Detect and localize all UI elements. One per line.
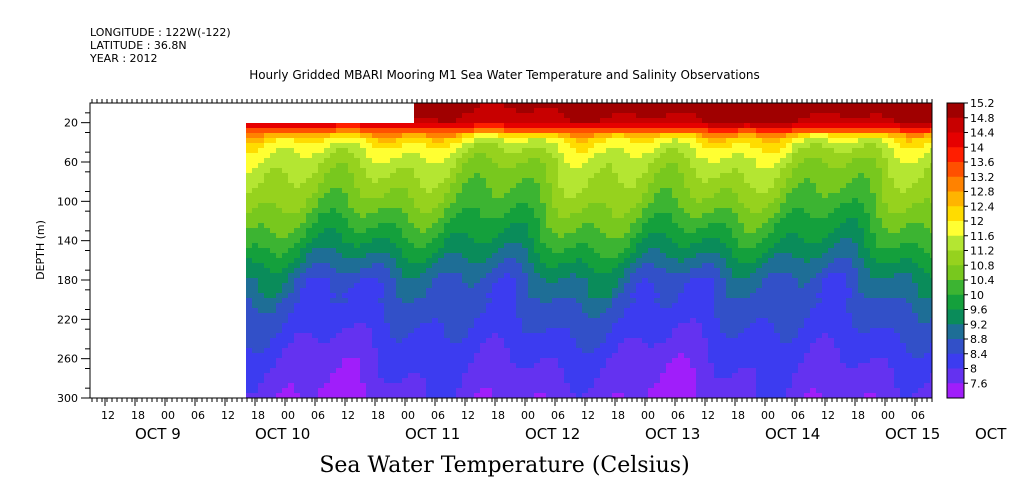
x-day-label: OCT 9: [135, 425, 181, 443]
colorbar-swatch: [947, 191, 964, 207]
x-hour-tick-label: 06: [791, 409, 805, 422]
colorbar-level-label: 11.6: [970, 230, 995, 243]
x-hour-tick-label: 00: [881, 409, 895, 422]
x-hour-tick-label: 12: [821, 409, 835, 422]
y-tick-label: 300: [57, 392, 78, 405]
colorbar-level-label: 14.8: [970, 112, 995, 125]
colorbar-level-label: 7.6: [970, 377, 988, 390]
colorbar-swatch: [947, 324, 964, 340]
x-day-label: OCT 15: [885, 425, 940, 443]
y-tick-label: 180: [57, 274, 78, 287]
x-day-label: OCT 10: [255, 425, 310, 443]
x-hour-tick-label: 00: [161, 409, 175, 422]
x-hour-tick-label: 18: [491, 409, 505, 422]
chart-title: Hourly Gridded MBARI Mooring M1 Sea Wate…: [249, 68, 760, 82]
x-day-label: OCT 16: [975, 425, 1009, 443]
colorbar-swatch: [947, 132, 964, 148]
colorbar-level-label: 8.8: [970, 333, 988, 346]
temperature-field: [246, 103, 932, 398]
colorbar-swatch: [947, 235, 964, 251]
x-day-label: OCT 11: [405, 425, 460, 443]
colorbar-swatch: [947, 221, 964, 237]
x-hour-tick-label: 06: [911, 409, 925, 422]
x-hour-tick-label: 00: [761, 409, 775, 422]
x-hour-tick-label: 00: [641, 409, 655, 422]
x-hour-tick-label: 12: [461, 409, 475, 422]
colorbar-swatch: [947, 176, 964, 192]
colorbar-swatch: [947, 309, 964, 325]
colorbar-swatch: [947, 368, 964, 384]
x-hour-tick-label: 06: [551, 409, 565, 422]
colorbar-swatch: [947, 147, 964, 163]
colorbar-level-label: 12.4: [970, 200, 995, 213]
colorbar-level-label: 13.2: [970, 171, 995, 184]
x-hour-tick-label: 06: [671, 409, 685, 422]
x-hour-tick-label: 12: [101, 409, 115, 422]
latitude-label: LATITUDE : 36.8N: [90, 39, 187, 52]
colorbar-swatch: [947, 250, 964, 266]
x-hour-tick-label: 18: [131, 409, 145, 422]
colorbar-swatch: [947, 339, 964, 355]
y-tick-label: 260: [57, 353, 78, 366]
x-hour-tick-label: 00: [521, 409, 535, 422]
longitude-label: LONGITUDE : 122W(-122): [90, 26, 231, 39]
colorbar-swatch: [947, 294, 964, 310]
y-tick-label: 20: [64, 117, 78, 130]
x-hour-tick-label: 12: [221, 409, 235, 422]
colorbar-swatch: [947, 117, 964, 133]
colorbar-level-label: 13.6: [970, 156, 995, 169]
x-day-label: OCT 12: [525, 425, 580, 443]
x-hour-tick-label: 06: [191, 409, 205, 422]
x-hour-tick-label: 12: [581, 409, 595, 422]
colorbar-swatch: [947, 162, 964, 178]
colorbar-level-label: 12.8: [970, 186, 995, 199]
y-tick-label: 60: [64, 156, 78, 169]
colorbar-level-label: 10.4: [970, 274, 995, 287]
colorbar-level-label: 8: [970, 363, 977, 376]
x-hour-tick-label: 18: [611, 409, 625, 422]
y-axis-label: DEPTH (m): [34, 220, 47, 280]
axes: 12 18 00 06 12 18 00 06 12 18 00 06 12 18 00 06 12 18 00 06…: [57, 99, 1009, 443]
colorbar-swatch: [947, 383, 964, 399]
colorbar-level-label: 15.2: [970, 97, 995, 110]
colorbar-level-label: 12: [970, 215, 984, 228]
colorbar-swatch: [947, 353, 964, 369]
colorbar-title: Sea Water Temperature (Celsius): [319, 453, 690, 478]
x-day-label: OCT 13: [645, 425, 700, 443]
x-hour-tick-label: 12: [701, 409, 715, 422]
x-hour-tick-label: 06: [311, 409, 325, 422]
colorbar-level-label: 9.2: [970, 318, 988, 331]
colorbar-swatch: [947, 103, 964, 119]
colorbar: 15.2 14.8 14.414 13.6 13.2 12.812.4 12 11.6 11.2…: [946, 97, 995, 399]
colorbar-level-label: 9.6: [970, 304, 988, 317]
colorbar-level-label: 14: [970, 141, 984, 154]
x-hour-tick-label: 18: [371, 409, 385, 422]
colorbar-level-label: 8.4: [970, 348, 988, 361]
x-day-label: OCT 14: [765, 425, 820, 443]
x-hour-tick-label: 12: [341, 409, 355, 422]
colorbar-level-label: 11.2: [970, 245, 995, 258]
year-label: YEAR : 2012: [90, 52, 158, 65]
colorbar-swatch: [947, 280, 964, 296]
y-tick-label: 100: [57, 195, 78, 208]
x-hour-tick-label: 00: [281, 409, 295, 422]
y-tick-label: 140: [57, 235, 78, 248]
y-tick-label: 220: [57, 313, 78, 326]
colorbar-level-label: 10.8: [970, 259, 995, 272]
colorbar-level-label: 14.4: [970, 127, 995, 140]
x-hour-tick-label: 00: [401, 409, 415, 422]
colorbar-level-label: 10: [970, 289, 984, 302]
x-hour-tick-label: 18: [731, 409, 745, 422]
x-hour-tick-label: 18: [251, 409, 265, 422]
colorbar-swatch: [947, 265, 964, 281]
x-hour-tick-label: 06: [431, 409, 445, 422]
x-hour-tick-label: 18: [851, 409, 865, 422]
colorbar-swatch: [947, 206, 964, 222]
